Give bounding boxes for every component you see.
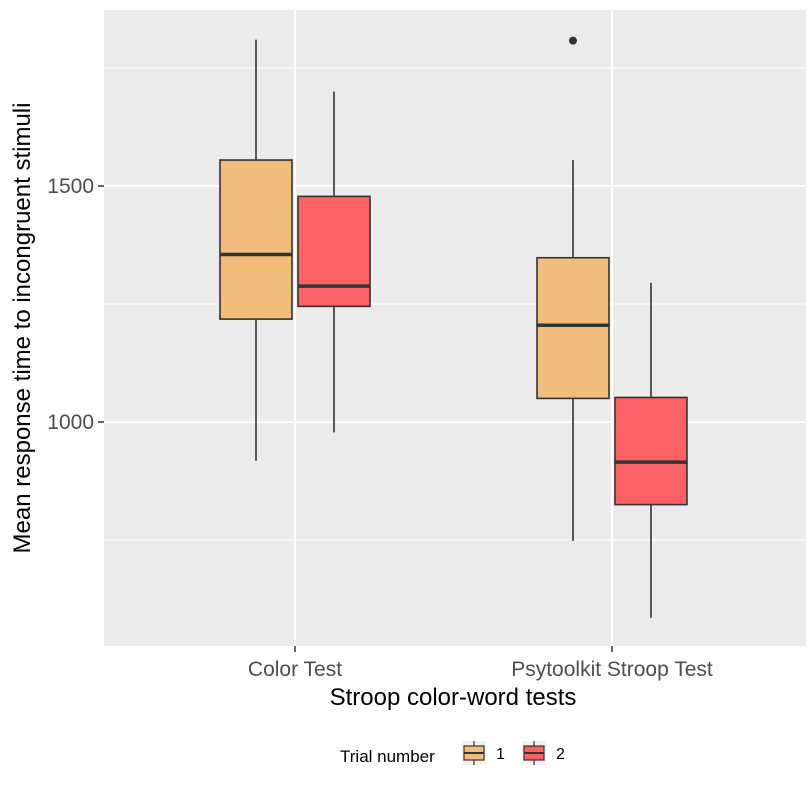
box-iqr [614,396,688,506]
plot-panel [104,10,806,646]
x-tick-label: Color Test [248,658,342,681]
box-iqr [219,159,293,320]
box-iqr [297,195,371,308]
y-tick-label: 1000 [47,411,94,434]
box-2-1 [614,282,688,618]
box-iqr [536,256,610,400]
legend-entry-2: 2 [522,741,565,765]
y-axis-title: Mean response time to incongruent stimul… [9,103,36,554]
legend-label: 2 [556,746,565,763]
box-1-0 [219,39,293,461]
box-1-1 [536,36,610,541]
x-axis-ticks: Color Test Psytoolkit Stroop Test [248,646,713,681]
boxes [219,36,688,618]
box-2-0 [297,91,371,433]
y-tick-label: 1500 [47,175,94,198]
y-axis-ticks: 1000 1500 [47,175,104,434]
outlier-point [569,36,577,45]
x-axis-title: Stroop color-word tests [330,684,577,711]
legend-label: 1 [496,746,505,763]
legend-entry-1: 1 [462,741,505,765]
x-tick-label: Psytoolkit Stroop Test [511,658,713,681]
legend-title: Trial number [340,747,435,766]
